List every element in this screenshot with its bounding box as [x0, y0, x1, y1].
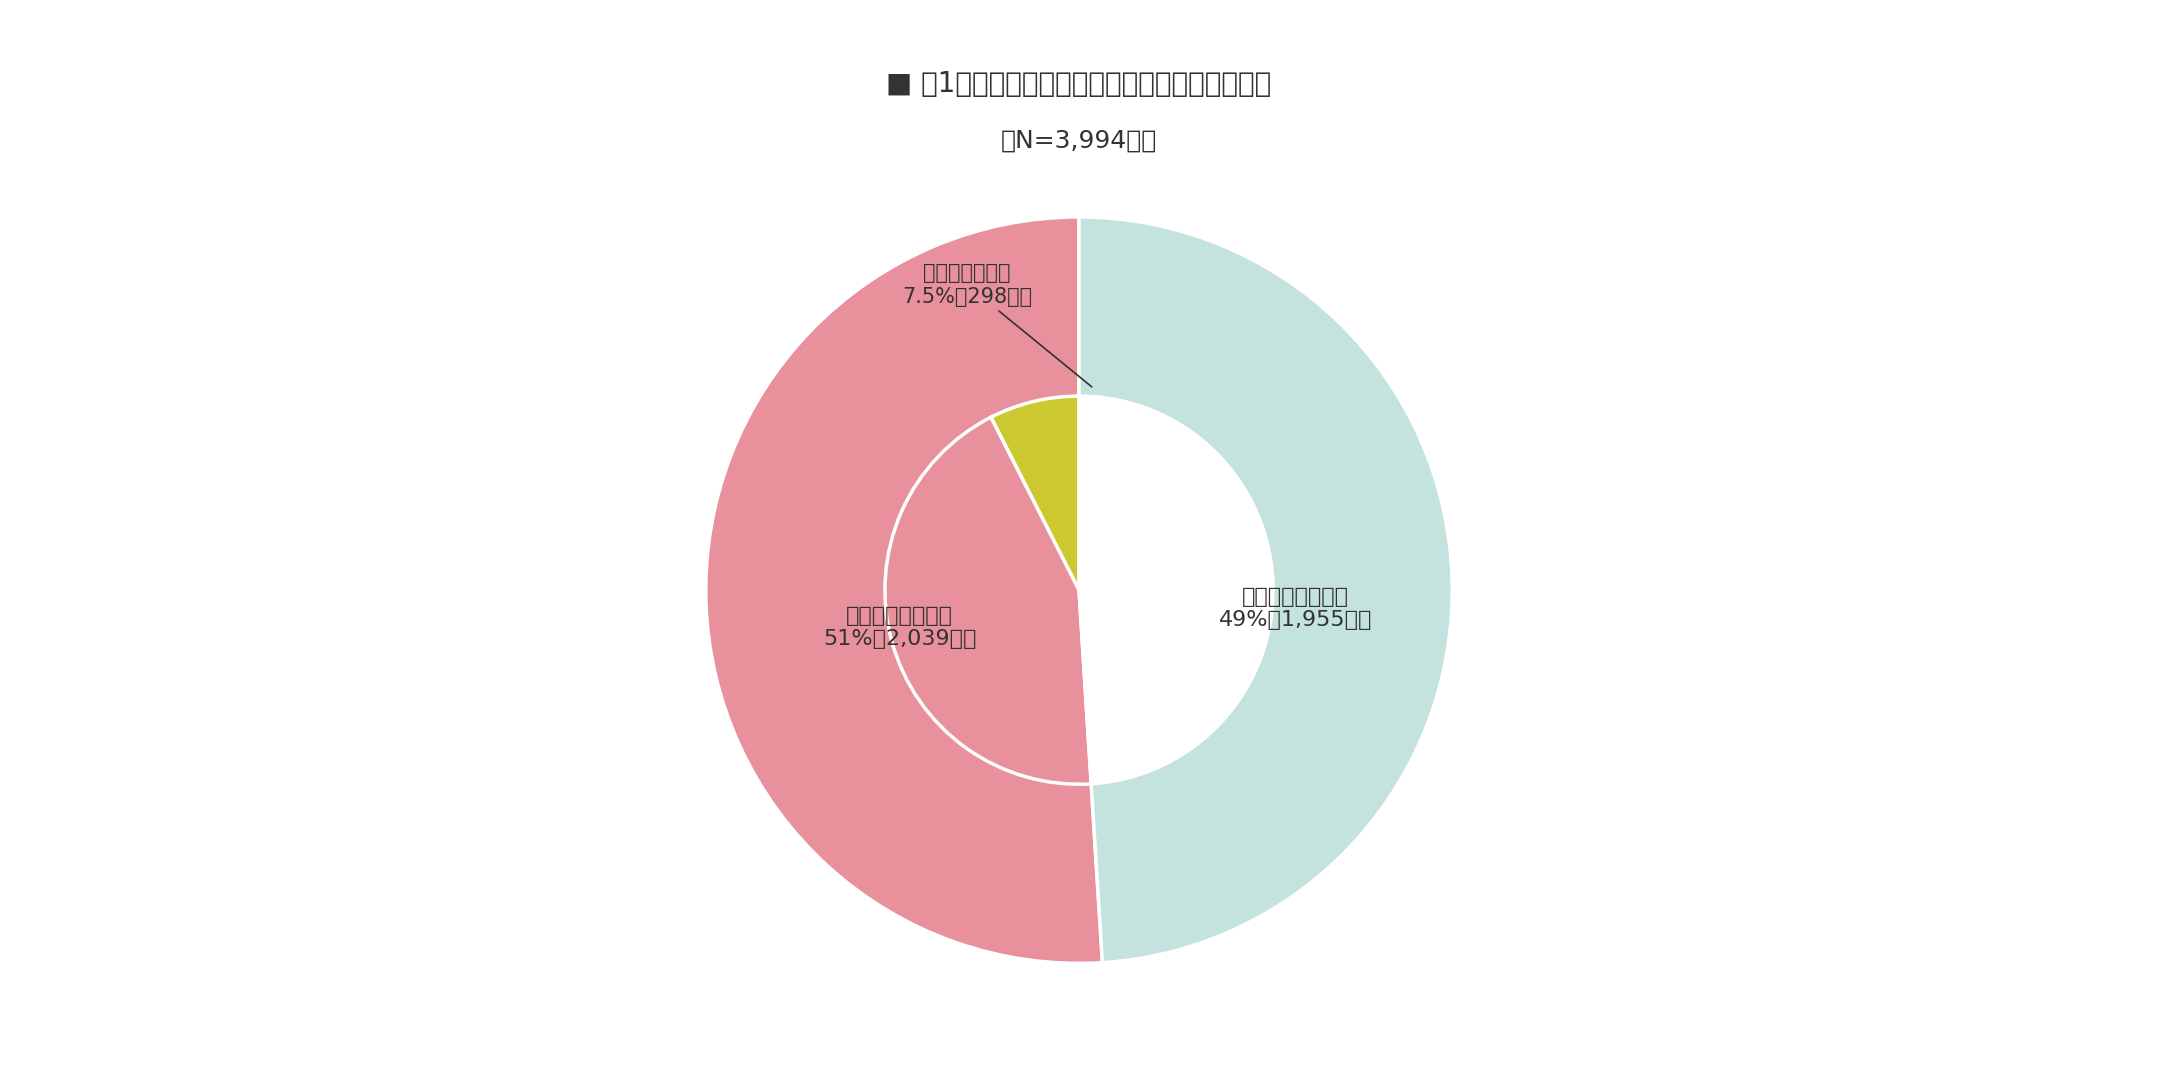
Wedge shape — [1079, 396, 1273, 784]
Text: （N=3,994件）: （N=3,994件） — [1001, 129, 1157, 152]
Wedge shape — [1079, 217, 1452, 962]
Wedge shape — [991, 396, 1079, 590]
Wedge shape — [706, 217, 1103, 964]
Text: 機械式駐車場あり
51%（2,039件）: 機械式駐車場あり 51%（2,039件） — [822, 606, 978, 649]
Text: 機械式駐車場なし
49%（1,955件）: 機械式駐車場なし 49%（1,955件） — [1219, 587, 1372, 631]
Text: ■ 図1　機械式駐車場の有無と平面化工事実施数: ■ 図1 機械式駐車場の有無と平面化工事実施数 — [887, 70, 1271, 98]
Wedge shape — [885, 417, 1092, 784]
Text: 平面化工事実施
7.5%（298件）: 平面化工事実施 7.5%（298件） — [902, 263, 1092, 387]
